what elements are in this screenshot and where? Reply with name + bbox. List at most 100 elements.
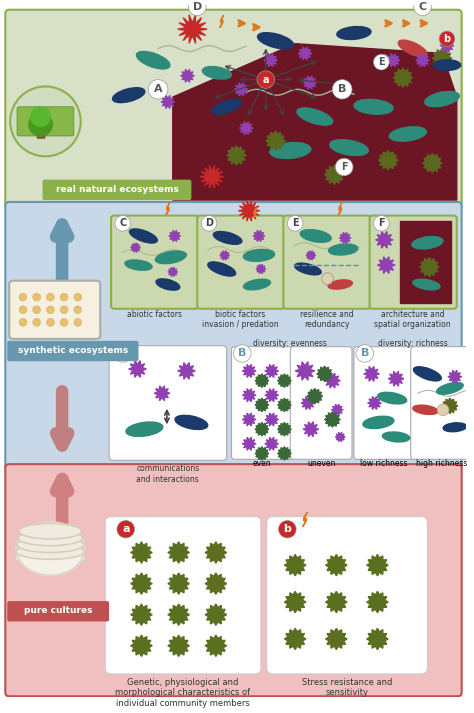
- Polygon shape: [326, 555, 347, 576]
- Ellipse shape: [270, 143, 311, 158]
- Polygon shape: [326, 591, 347, 612]
- Polygon shape: [205, 542, 227, 563]
- Circle shape: [46, 293, 54, 301]
- Circle shape: [287, 215, 303, 231]
- Polygon shape: [169, 230, 181, 242]
- Polygon shape: [419, 257, 439, 277]
- Text: B: B: [338, 84, 346, 94]
- Circle shape: [19, 293, 27, 301]
- Text: a: a: [263, 75, 269, 85]
- Polygon shape: [131, 604, 152, 625]
- Polygon shape: [377, 54, 389, 66]
- Ellipse shape: [156, 279, 180, 290]
- Ellipse shape: [412, 237, 443, 249]
- Ellipse shape: [328, 244, 358, 255]
- FancyBboxPatch shape: [197, 215, 284, 309]
- Ellipse shape: [212, 99, 241, 115]
- Polygon shape: [256, 265, 266, 274]
- Polygon shape: [255, 422, 269, 436]
- Polygon shape: [255, 374, 269, 387]
- Ellipse shape: [16, 522, 85, 575]
- Polygon shape: [326, 628, 347, 650]
- Text: A: A: [154, 84, 163, 94]
- Polygon shape: [278, 446, 291, 461]
- Ellipse shape: [433, 60, 461, 71]
- Polygon shape: [242, 389, 256, 401]
- Polygon shape: [325, 165, 344, 185]
- Text: abiotic factors: abiotic factors: [127, 309, 182, 319]
- Polygon shape: [129, 361, 146, 377]
- Polygon shape: [131, 573, 152, 594]
- Circle shape: [46, 319, 54, 327]
- Text: E: E: [292, 218, 299, 228]
- Text: C: C: [119, 218, 127, 228]
- Circle shape: [279, 520, 296, 538]
- Polygon shape: [325, 411, 340, 427]
- Polygon shape: [295, 361, 315, 380]
- Polygon shape: [178, 363, 195, 379]
- Polygon shape: [448, 370, 462, 383]
- Ellipse shape: [425, 91, 459, 107]
- Circle shape: [46, 306, 54, 314]
- Ellipse shape: [244, 279, 271, 290]
- Circle shape: [189, 0, 206, 16]
- Ellipse shape: [208, 262, 236, 276]
- Polygon shape: [416, 53, 429, 66]
- Circle shape: [19, 319, 27, 327]
- Text: even: even: [253, 459, 271, 468]
- Text: D: D: [192, 2, 202, 12]
- Circle shape: [437, 404, 449, 416]
- Ellipse shape: [337, 26, 371, 39]
- Text: diversity: richness: diversity: richness: [378, 339, 447, 348]
- Text: uneven: uneven: [308, 459, 336, 468]
- Ellipse shape: [175, 416, 208, 429]
- Circle shape: [439, 31, 455, 46]
- Polygon shape: [303, 76, 317, 89]
- Circle shape: [60, 293, 68, 301]
- Ellipse shape: [330, 140, 368, 155]
- Text: b: b: [283, 524, 292, 534]
- Text: b: b: [443, 34, 451, 43]
- Text: D: D: [205, 218, 213, 228]
- Ellipse shape: [413, 279, 440, 290]
- Polygon shape: [367, 628, 388, 650]
- Ellipse shape: [17, 537, 83, 553]
- Polygon shape: [278, 422, 291, 436]
- Ellipse shape: [328, 280, 352, 289]
- Circle shape: [335, 158, 353, 176]
- Ellipse shape: [125, 260, 152, 270]
- Circle shape: [31, 107, 50, 126]
- Polygon shape: [220, 251, 229, 260]
- Text: C: C: [419, 2, 427, 12]
- Polygon shape: [265, 413, 279, 426]
- Ellipse shape: [129, 229, 157, 243]
- Polygon shape: [278, 398, 291, 411]
- Polygon shape: [338, 202, 342, 215]
- Polygon shape: [166, 202, 170, 215]
- Polygon shape: [265, 364, 279, 377]
- Polygon shape: [220, 15, 224, 28]
- Text: resilience and
redundancy: resilience and redundancy: [300, 309, 353, 329]
- Polygon shape: [227, 145, 246, 165]
- Polygon shape: [154, 386, 170, 401]
- Ellipse shape: [295, 263, 321, 275]
- Polygon shape: [131, 542, 152, 563]
- Ellipse shape: [213, 232, 242, 245]
- Polygon shape: [239, 122, 253, 135]
- Polygon shape: [284, 591, 306, 612]
- Circle shape: [148, 80, 168, 99]
- Circle shape: [356, 344, 374, 362]
- Polygon shape: [440, 39, 454, 52]
- FancyBboxPatch shape: [9, 281, 100, 339]
- Text: communications
and interactions: communications and interactions: [136, 464, 200, 483]
- FancyBboxPatch shape: [231, 347, 293, 459]
- Polygon shape: [168, 573, 190, 594]
- Ellipse shape: [383, 432, 410, 442]
- Circle shape: [117, 520, 135, 538]
- Polygon shape: [301, 396, 315, 409]
- Polygon shape: [367, 555, 388, 576]
- Circle shape: [74, 306, 82, 314]
- Polygon shape: [368, 396, 382, 409]
- Ellipse shape: [126, 422, 163, 436]
- Circle shape: [374, 215, 389, 231]
